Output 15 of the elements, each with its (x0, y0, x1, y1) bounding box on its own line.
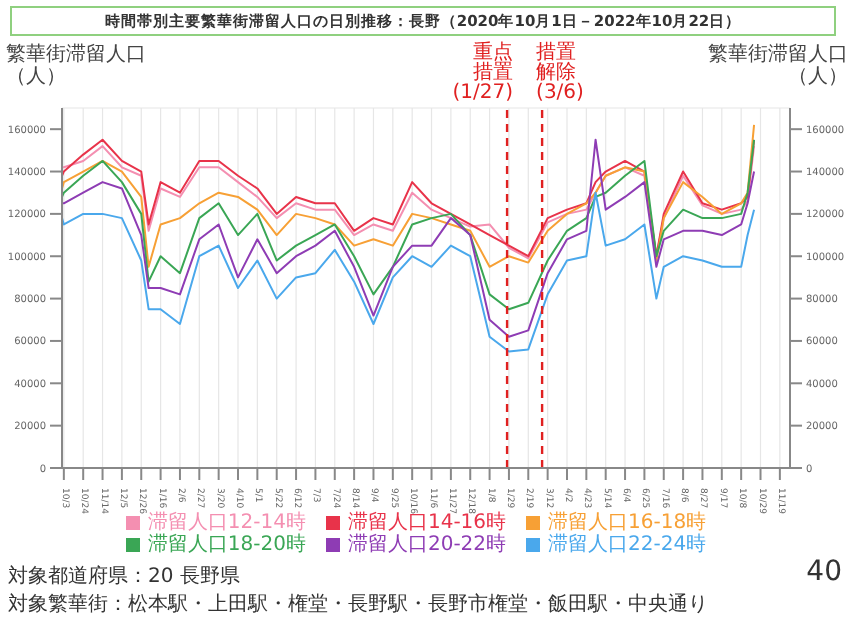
ref-line-label: 重点措置(1/27) (452, 40, 514, 104)
y-axis-title: 繁華街滞留人口（人） (6, 44, 148, 88)
legend-label: 滞留人口18-20時 (147, 534, 306, 556)
text: 対象繁華街：松本駅・上田駅・権堂・長野駅・長野市権堂・飯田駅・中央通り (8, 591, 708, 618)
line-series (62, 123, 756, 268)
legend-label: 滞留人口22-24時 (548, 534, 707, 556)
legend-label: 滞留人口16-18時 (548, 512, 707, 534)
y2-axis-title: 繁華街滞留人口（人） (706, 44, 848, 88)
text: 対象都道府県：20 長野県 (8, 563, 240, 590)
legend-label: 滞留人口20-22時 (347, 534, 507, 556)
legend-label: 滞留人口14-16時 (347, 512, 507, 534)
line-series (62, 191, 756, 353)
ref-line-label: 措置解除(3/6) (536, 40, 585, 104)
text: 40 (806, 556, 842, 588)
legend-label: 滞留人口12-14時 (147, 512, 306, 534)
